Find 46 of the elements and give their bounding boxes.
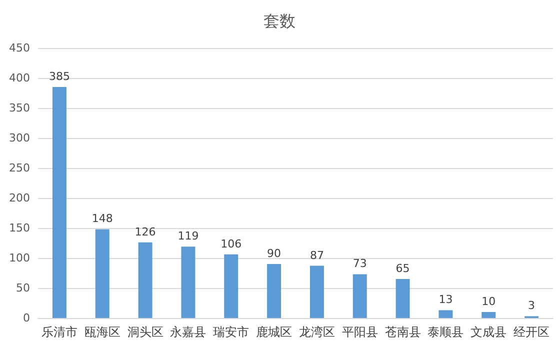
x-tick-label: 龙湾区 <box>298 325 335 339</box>
y-tick-label: 350 <box>9 102 30 114</box>
data-label: 126 <box>134 225 156 238</box>
bar <box>482 312 496 318</box>
y-tick-label: 450 <box>9 42 30 54</box>
y-tick-label: 0 <box>23 312 30 324</box>
x-tick-label: 平阳县 <box>342 325 378 339</box>
x-tick-label: 洞头区 <box>127 325 164 339</box>
bar <box>52 87 66 318</box>
bar <box>224 254 238 318</box>
data-label: 385 <box>48 70 70 83</box>
data-label: 148 <box>92 212 113 226</box>
x-tick-label: 泰顺县 <box>428 325 464 339</box>
y-tick-label: 150 <box>9 222 30 234</box>
bar <box>438 310 453 318</box>
bar <box>181 246 196 318</box>
bar <box>310 266 324 318</box>
x-tick-label: 乐清市 <box>41 325 78 339</box>
bar <box>267 264 282 318</box>
x-tick-label: 瓯海区 <box>84 325 120 339</box>
y-tick-label: 200 <box>9 192 30 204</box>
x-tick-label: 经开区 <box>514 325 550 339</box>
x-tick-label: 鹿城区 <box>256 325 292 339</box>
data-label: 65 <box>396 262 410 275</box>
data-label: 10 <box>482 295 496 308</box>
data-label: 87 <box>310 248 324 262</box>
x-tick-label: 苍南县 <box>384 325 421 339</box>
data-label: 73 <box>352 257 367 270</box>
data-label: 119 <box>178 230 199 243</box>
y-tick-label: 50 <box>16 282 30 294</box>
x-tick-label: 永嘉县 <box>170 325 206 339</box>
data-label: 106 <box>220 237 242 250</box>
chart-title: 套数 <box>264 12 296 30</box>
data-label: 90 <box>267 247 282 260</box>
bar <box>352 274 367 318</box>
bar <box>95 229 110 318</box>
y-tick-label: 400 <box>9 72 30 84</box>
x-tick-label: 瑞安市 <box>213 325 250 339</box>
y-tick-label: 300 <box>9 132 30 144</box>
bar <box>396 279 410 318</box>
y-tick-label: 250 <box>9 162 30 174</box>
x-tick-label: 文成县 <box>470 325 507 339</box>
data-label: 13 <box>438 293 453 306</box>
bar <box>138 242 152 318</box>
y-tick-label: 100 <box>9 252 30 264</box>
data-label: 3 <box>528 299 536 312</box>
